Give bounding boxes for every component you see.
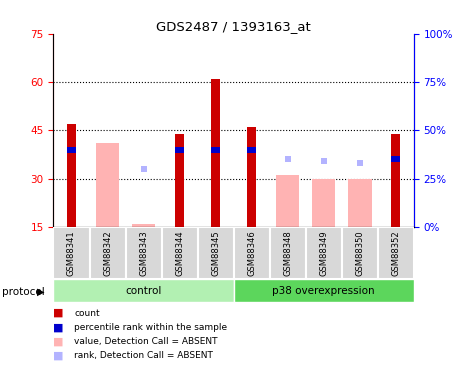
Text: GSM88352: GSM88352: [392, 230, 400, 276]
Bar: [211, 79, 220, 227]
Text: control: control: [126, 286, 162, 296]
Text: GSM88349: GSM88349: [319, 230, 328, 276]
Bar: [247, 127, 256, 227]
Text: ■: ■: [53, 322, 64, 332]
Bar: [162, 227, 198, 279]
Bar: [276, 176, 299, 227]
Bar: [175, 147, 184, 153]
Bar: [306, 227, 342, 279]
Bar: [53, 227, 89, 279]
Text: p38 overexpression: p38 overexpression: [272, 286, 375, 296]
Bar: [67, 147, 76, 153]
Bar: [132, 224, 155, 227]
Text: GSM88341: GSM88341: [67, 230, 76, 276]
Text: rank, Detection Call = ABSENT: rank, Detection Call = ABSENT: [74, 351, 213, 360]
Bar: [234, 227, 270, 279]
Text: ▶: ▶: [37, 287, 44, 297]
Bar: [233, 279, 414, 302]
Text: GSM88345: GSM88345: [211, 230, 220, 276]
Text: GSM88344: GSM88344: [175, 230, 184, 276]
Bar: [342, 227, 378, 279]
Text: GSM88346: GSM88346: [247, 230, 256, 276]
Bar: [67, 124, 76, 227]
Bar: [348, 178, 372, 227]
Text: GSM88342: GSM88342: [103, 230, 112, 276]
Bar: [247, 147, 256, 153]
Bar: [126, 227, 162, 279]
Text: GSM88350: GSM88350: [355, 230, 364, 276]
Text: ■: ■: [53, 337, 64, 346]
Bar: [392, 156, 400, 162]
Text: GSM88343: GSM88343: [139, 230, 148, 276]
Text: percentile rank within the sample: percentile rank within the sample: [74, 323, 227, 332]
Bar: [270, 227, 306, 279]
Bar: [392, 134, 400, 227]
Text: GSM88348: GSM88348: [283, 230, 292, 276]
Bar: [211, 147, 220, 153]
Bar: [53, 279, 233, 302]
Bar: [312, 178, 335, 227]
Bar: [96, 143, 119, 227]
Bar: [89, 227, 126, 279]
Bar: [175, 134, 184, 227]
Text: ■: ■: [53, 308, 64, 318]
Bar: [198, 227, 233, 279]
Text: value, Detection Call = ABSENT: value, Detection Call = ABSENT: [74, 337, 218, 346]
Text: ■: ■: [53, 351, 64, 361]
Text: protocol: protocol: [2, 287, 45, 297]
Bar: [378, 227, 414, 279]
Title: GDS2487 / 1393163_at: GDS2487 / 1393163_at: [156, 20, 311, 33]
Text: count: count: [74, 309, 100, 318]
